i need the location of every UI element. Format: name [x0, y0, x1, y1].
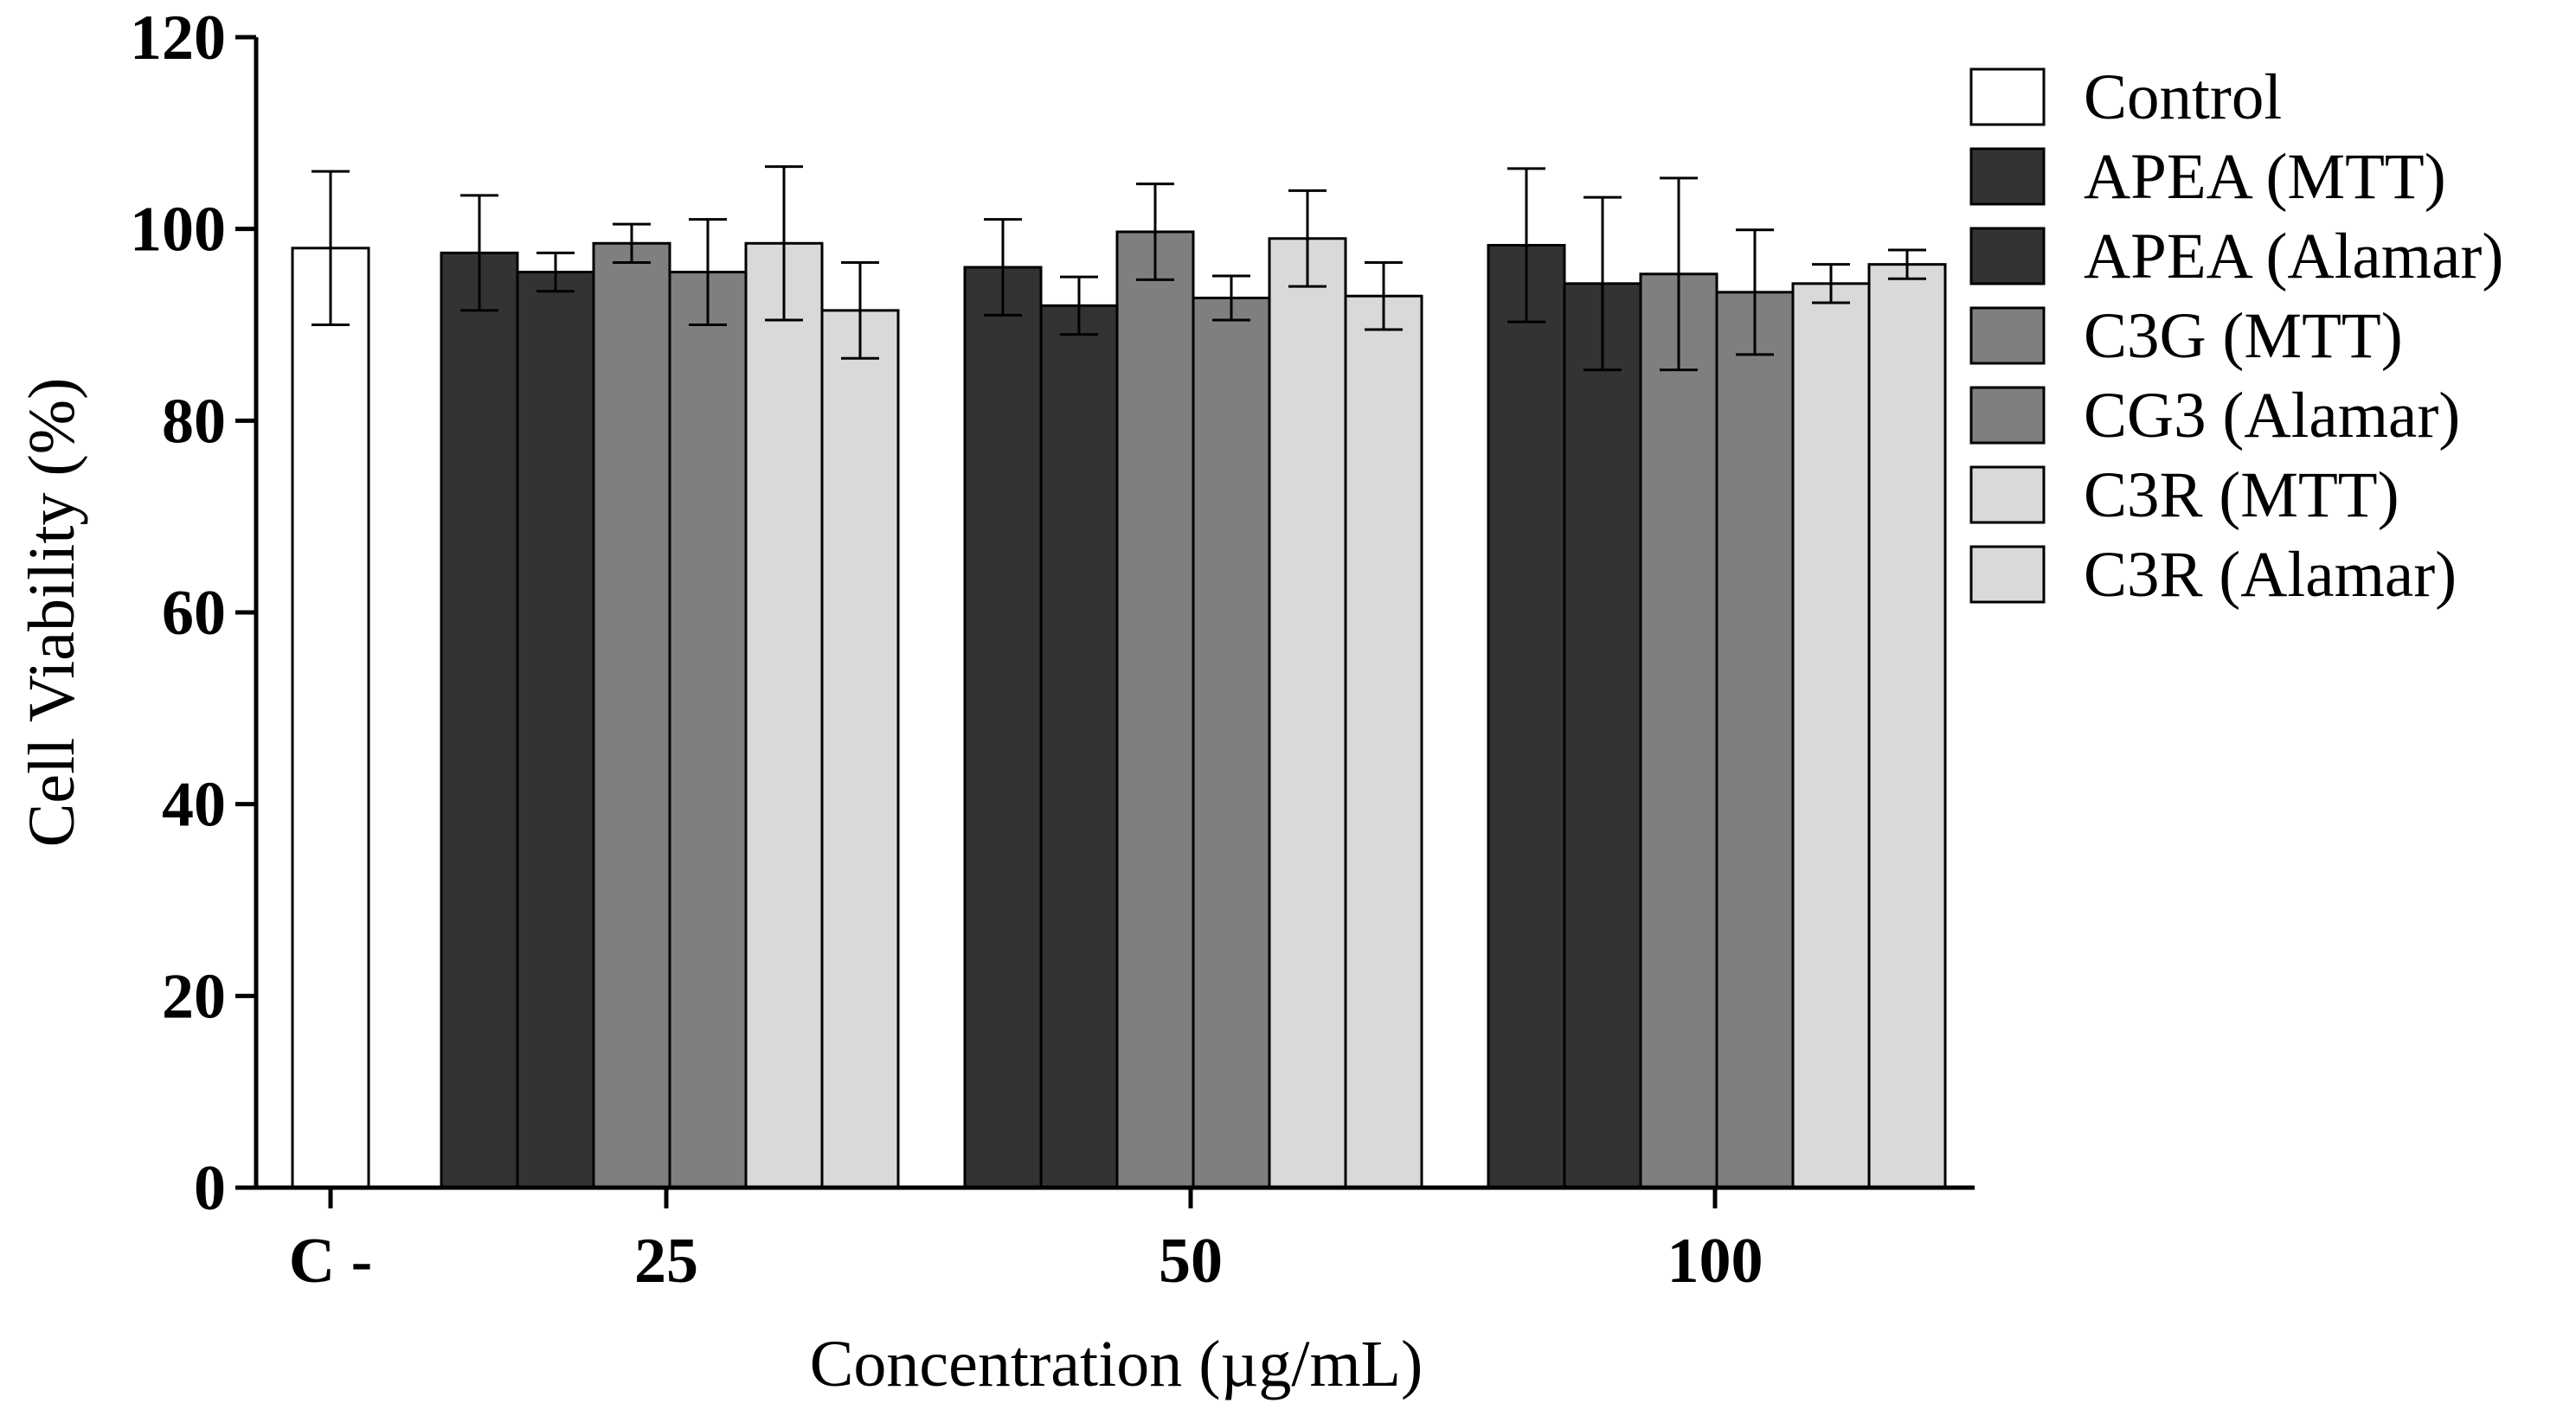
bar-s4-g2	[1791, 282, 1871, 1189]
legend-label: APEA (Alamar)	[2084, 221, 2503, 292]
bar-s4-g0	[744, 241, 824, 1189]
legend-swatch	[1969, 465, 2046, 524]
x-tick-label: C -	[289, 1226, 373, 1297]
y-tick-label: 80	[162, 386, 226, 457]
error-bars-layer	[312, 165, 1926, 372]
x-tick-label: 100	[1667, 1226, 1763, 1297]
x-tick-label: 25	[634, 1226, 698, 1297]
bar-s0-g1	[963, 266, 1043, 1189]
bar-s5-g0	[820, 309, 900, 1189]
bar-s5-g1	[1344, 294, 1423, 1189]
legend-label: C3G (MTT)	[2084, 300, 2403, 372]
bars-layer	[291, 230, 1947, 1189]
legend: Control APEA (MTT) APEA (Alamar) C3G (MTT) C…	[1969, 61, 2503, 611]
legend-swatch	[1969, 67, 2046, 126]
bar-s3-g1	[1192, 296, 1271, 1189]
y-ticks: 0 20 40 60 80 100 120	[130, 3, 256, 1224]
legend-label: APEA (MTT)	[2084, 141, 2446, 213]
bar-s0-g2	[1487, 244, 1566, 1189]
bar-s1-g1	[1039, 304, 1119, 1189]
bar-s5-g2	[1867, 263, 1947, 1189]
y-tick-label: 20	[162, 961, 226, 1032]
x-tick-label: 50	[1159, 1226, 1223, 1297]
y-tick-label: 60	[162, 578, 226, 649]
x-ticks: C - 25 50 100	[289, 1188, 1763, 1297]
y-axis-title: Cell Viability (%)	[16, 378, 88, 848]
legend-label: C3R (Alamar)	[2084, 539, 2457, 611]
bar-s0-g0	[440, 251, 519, 1189]
y-tick-label: 100	[130, 195, 226, 266]
y-tick-label: 40	[162, 770, 226, 841]
legend-swatch	[1969, 227, 2046, 285]
legend-swatch	[1969, 386, 2046, 445]
legend-label: CG3 (Alamar)	[2084, 380, 2460, 452]
legend-swatch	[1969, 306, 2046, 365]
legend-swatch	[1969, 147, 2046, 206]
y-tick-label: 120	[130, 3, 226, 74]
legend-swatch	[1969, 545, 2046, 604]
bar-control	[291, 247, 370, 1189]
legend-label: C3R (MTT)	[2084, 459, 2399, 531]
bar-s2-g1	[1115, 230, 1195, 1189]
bar-s1-g2	[1563, 282, 1642, 1189]
bar-s3-g2	[1715, 291, 1795, 1189]
y-tick-label: 0	[194, 1153, 226, 1224]
bar-s2-g0	[592, 241, 671, 1189]
bar-s1-g0	[516, 271, 595, 1189]
bar-s2-g2	[1639, 272, 1718, 1189]
x-axis-title: Concentration (µg/mL)	[810, 1328, 1423, 1400]
bar-s4-g1	[1268, 237, 1347, 1189]
legend-label: Control	[2084, 61, 2282, 133]
bar-s3-g0	[668, 271, 748, 1189]
